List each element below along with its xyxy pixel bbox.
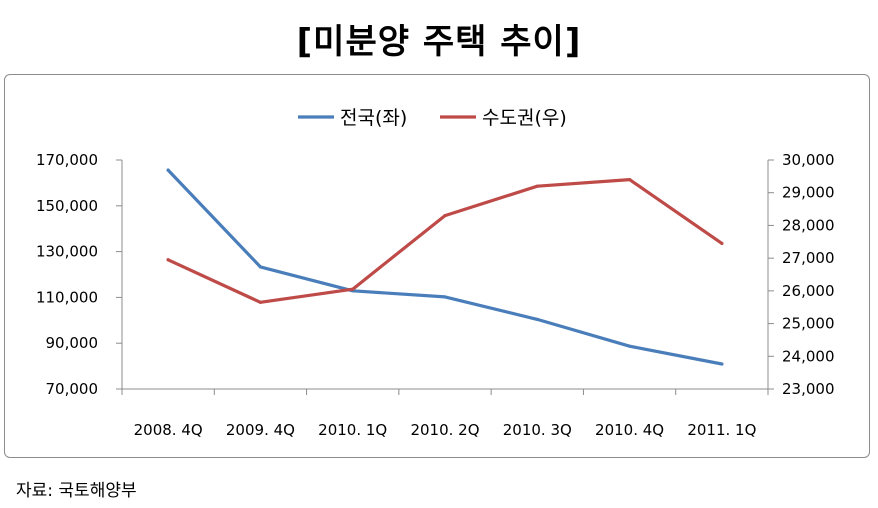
data-point <box>720 362 724 366</box>
data-point <box>166 258 170 262</box>
x-tick-label: 2010. 3Q <box>503 421 572 439</box>
y-right-tick-label: 27,000 <box>782 249 835 267</box>
y-right-tick-label: 24,000 <box>782 347 835 365</box>
y-left-tick-label: 70,000 <box>46 380 99 398</box>
data-point <box>535 184 539 188</box>
y-right-tick-label: 29,000 <box>782 184 835 202</box>
chart-frame <box>4 74 870 458</box>
series-line-1 <box>166 168 724 366</box>
y-left-tick-label: 90,000 <box>46 334 99 352</box>
legend-label: 전국(좌) <box>340 107 407 129</box>
data-point <box>258 300 263 304</box>
series-line-2 <box>166 178 724 304</box>
data-point <box>720 241 724 246</box>
y-left-tick-label: 170,000 <box>36 151 98 169</box>
x-tick-label: 2010. 2Q <box>410 421 479 439</box>
y-right-tick-label: 26,000 <box>782 282 835 300</box>
source-note: 자료: 국토해양부 <box>16 481 137 501</box>
y-right-tick-label: 28,000 <box>782 216 835 234</box>
y-right-tick-label: 23,000 <box>782 380 835 398</box>
legend-label: 수도권(우) <box>482 107 567 129</box>
data-point <box>627 178 632 182</box>
data-point <box>627 344 632 348</box>
data-point <box>258 265 263 269</box>
data-point <box>351 287 355 291</box>
x-tick-label: 2011. 1Q <box>687 421 756 439</box>
y-right-tick-label: 30,000 <box>782 151 835 169</box>
y-left-tick-label: 110,000 <box>36 288 98 306</box>
y-left-tick-label: 130,000 <box>36 243 98 261</box>
x-tick-label: 2009. 4Q <box>226 421 295 439</box>
data-point <box>166 168 170 172</box>
y-right-tick-label: 25,000 <box>782 315 835 333</box>
data-point <box>443 214 447 218</box>
y-left-tick-label: 150,000 <box>36 197 98 215</box>
chart-title: [미분양 주택 추이] <box>296 22 582 62</box>
x-tick-label: 2010. 1Q <box>318 421 387 439</box>
x-tick-label: 2008. 4Q <box>134 421 203 439</box>
data-point <box>535 317 539 321</box>
x-tick-label: 2010. 4Q <box>595 421 664 439</box>
data-point <box>443 295 447 299</box>
